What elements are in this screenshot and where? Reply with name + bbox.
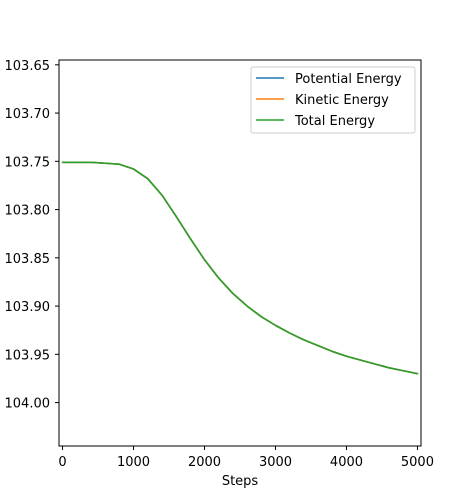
y-tick-label: 103.70: [5, 107, 51, 122]
legend: Potential Energy Kinetic Energy Total Ener…: [250, 66, 416, 134]
x-axis: 0 1000 2000 3000 4000 5000: [58, 446, 434, 470]
plot-frame: [58, 59, 422, 447]
y-axis: 103.65 103.70 103.75 103.80 103.85 103.90 103.…: [5, 59, 59, 412]
x-tick-label: 4000: [330, 455, 363, 470]
x-axis-label: Steps: [222, 474, 259, 489]
x-tick-label: 3000: [259, 455, 292, 470]
series-layer: [61, 161, 419, 375]
series-line-total-energy: [61, 161, 419, 375]
x-tick-label: 2000: [188, 455, 221, 470]
legend-label: Kinetic Energy: [295, 93, 389, 108]
legend-label: Potential Energy: [295, 72, 402, 87]
x-tick-label: 1000: [117, 455, 150, 470]
y-tick-label: 103.65: [5, 59, 51, 74]
y-tick-label: 103.95: [5, 348, 51, 363]
legend-label: Total Energy: [294, 114, 375, 129]
legend-box: [250, 66, 416, 134]
y-tick-label: 104.00: [5, 397, 51, 412]
legend-entries: Potential Energy Kinetic Energy Total Ener…: [256, 72, 402, 129]
y-tick-label: 103.75: [5, 155, 51, 170]
y-tick-label: 103.80: [5, 204, 51, 219]
x-tick-label: 0: [58, 455, 66, 470]
y-tick-label: 103.90: [5, 300, 51, 315]
x-tick-label: 5000: [401, 455, 434, 470]
y-tick-label: 103.85: [5, 252, 51, 267]
